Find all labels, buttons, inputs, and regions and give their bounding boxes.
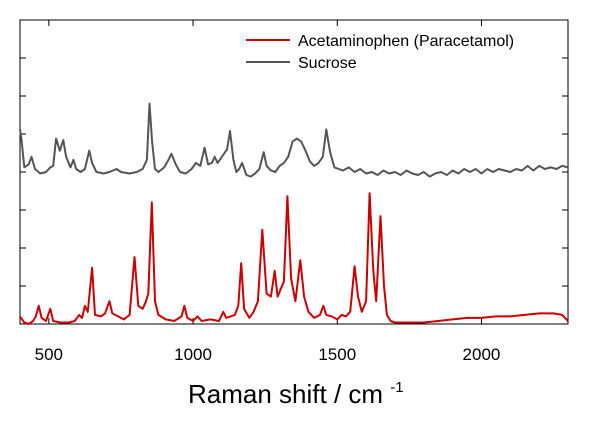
x-axis-label: Raman shift / cm -1 — [188, 379, 404, 409]
series-layer — [19, 102, 569, 325]
series-line-sucrose — [19, 102, 569, 178]
legend-label-sucrose: Sucrose — [298, 55, 357, 72]
y-axis-ticks — [20, 57, 568, 287]
x-axis-ticks: 500 1000 1500 2000 — [35, 20, 501, 364]
series-line-acetaminophen — [19, 192, 569, 325]
plot-frame — [19, 19, 569, 325]
x-tick-label: 500 — [35, 345, 63, 364]
legend-label-acetaminophen: Acetaminophen (Paracetamol) — [298, 33, 514, 50]
x-axis-label-text: Raman shift / cm — [188, 379, 383, 409]
x-axis-label-superscript: -1 — [390, 379, 403, 396]
x-tick-label: 1000 — [174, 345, 212, 364]
x-tick-label: 1500 — [318, 345, 356, 364]
x-tick-label: 2000 — [463, 345, 501, 364]
legend: Acetaminophen (Paracetamol) Sucrose — [246, 33, 514, 72]
